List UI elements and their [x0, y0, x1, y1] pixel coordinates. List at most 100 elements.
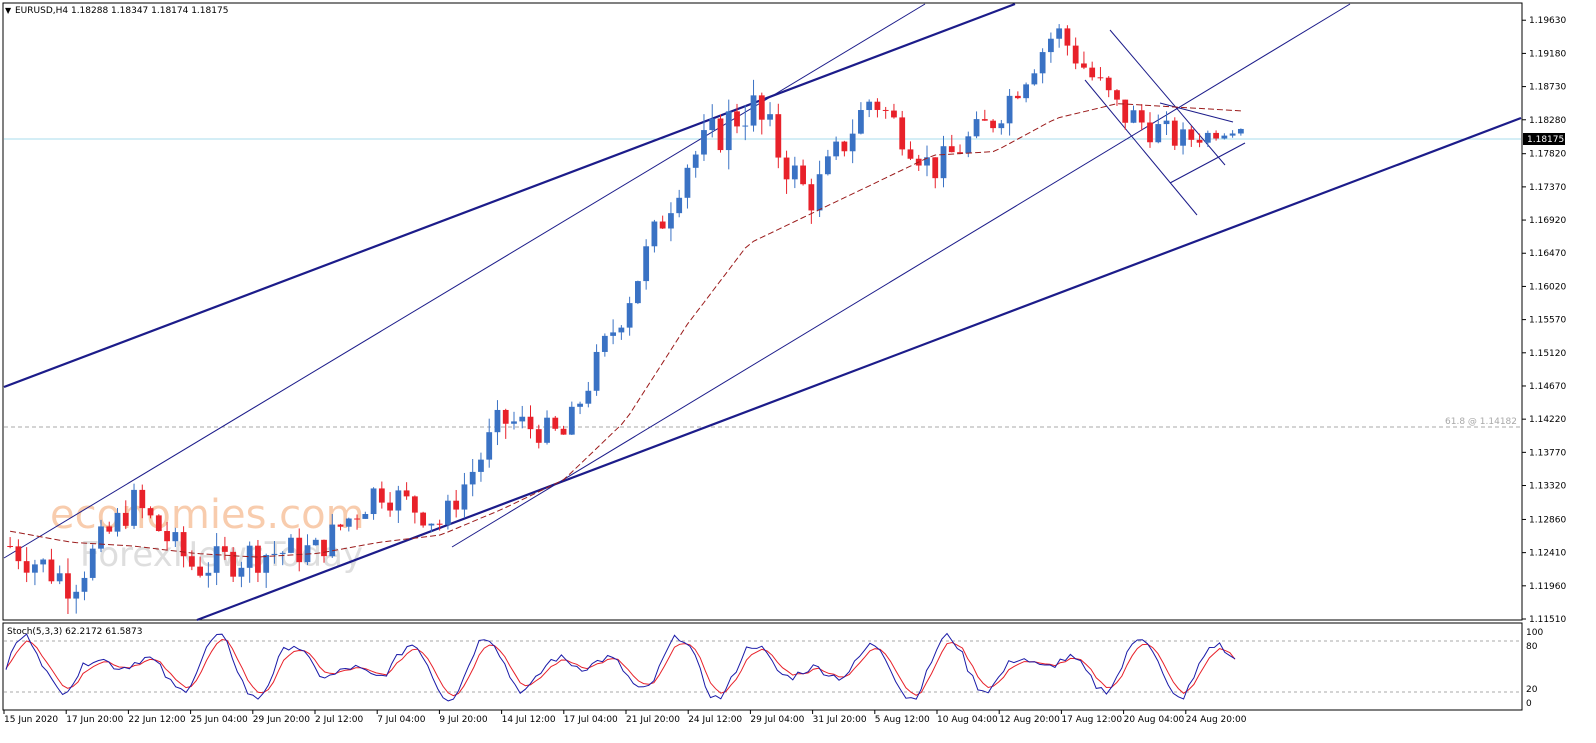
bull-candle — [1023, 84, 1030, 99]
bear-candle — [560, 428, 567, 435]
bull-candle — [89, 548, 96, 578]
price-tick-label: 1.12860 — [1529, 515, 1566, 525]
bear-candle — [7, 545, 14, 547]
bear-candle — [1014, 95, 1021, 99]
bull-candle — [643, 246, 650, 282]
bear-candle — [106, 526, 113, 532]
bull-candle — [329, 524, 336, 557]
bear-candle — [841, 141, 848, 152]
time-tick-label: 5 Aug 12:00 — [875, 715, 930, 725]
bull-candle — [634, 281, 641, 304]
bear-candle — [1188, 129, 1195, 140]
bull-candle — [858, 110, 864, 134]
bear-candle — [535, 429, 542, 443]
bear-candle — [502, 409, 509, 424]
time-tick-label: 2 Jul 12:00 — [315, 715, 364, 725]
symbol-info: EURUSD,H4 1.18288 1.18347 1.18174 1.1817… — [15, 6, 228, 16]
bull-candle — [238, 567, 245, 577]
bear-candle — [874, 101, 881, 110]
bear-candle — [403, 490, 410, 497]
bear-candle — [882, 109, 889, 111]
bear-candle — [420, 512, 427, 526]
bull-candle — [1180, 129, 1186, 146]
main-chart-frame — [2, 2, 1523, 621]
descending-channel-lower — [1084, 79, 1198, 216]
bull-candle — [998, 123, 1005, 129]
bull-candle — [593, 351, 600, 391]
lower-channel-line-thick — [196, 116, 1522, 622]
bear-candle — [378, 488, 385, 503]
bull-candle — [866, 101, 873, 111]
bull-candle — [824, 156, 831, 175]
bear-candle — [907, 149, 914, 159]
dropdown-arrow-icon[interactable]: ▼ — [5, 6, 12, 15]
price-tick-label: 1.11960 — [1529, 582, 1566, 592]
bull-candle — [1130, 110, 1137, 123]
bull-candle — [131, 489, 137, 526]
bull-candle — [965, 136, 972, 154]
bull-candle — [701, 130, 707, 155]
price-tick-label: 1.14220 — [1529, 415, 1566, 425]
stoch-level-label: 100 — [1526, 628, 1543, 638]
bull-candle — [478, 459, 484, 472]
bear-candle — [321, 539, 327, 557]
bear-candle — [155, 515, 162, 532]
stoch-level-label: 0 — [1526, 699, 1532, 709]
bull-candle — [469, 471, 476, 485]
price-tick-label: 1.12410 — [1529, 549, 1566, 559]
time-tick-label: 31 Jul 20:00 — [813, 715, 867, 725]
bull-candle — [742, 125, 749, 127]
bull-candle — [924, 157, 930, 166]
bear-candle — [453, 500, 460, 510]
bear-candle — [981, 119, 988, 121]
time-tick-label: 29 Jun 20:00 — [253, 715, 310, 725]
bear-candle — [717, 118, 724, 151]
bear-candle — [1171, 120, 1178, 146]
bull-candle — [362, 514, 369, 519]
bear-candle — [436, 523, 443, 525]
bull-candle — [1204, 132, 1211, 143]
time-tick-label: 17 Aug 12:00 — [1061, 715, 1122, 725]
price-tick-label: 1.15570 — [1529, 316, 1566, 326]
bull-candle — [271, 553, 278, 556]
bear-candle — [296, 537, 303, 563]
bear-candle — [1114, 90, 1120, 100]
bear-candle — [1122, 99, 1129, 123]
bull-candle — [684, 167, 691, 198]
bull-candle — [461, 484, 468, 510]
bull-candle — [1006, 95, 1013, 124]
bear-candle — [808, 184, 815, 211]
bull-candle — [1056, 28, 1063, 39]
bear-candle — [1097, 77, 1104, 79]
bull-candle — [494, 409, 501, 433]
bull-candle — [767, 114, 773, 120]
time-tick-label: 21 Jul 20:00 — [626, 715, 680, 725]
bear-candle — [957, 152, 963, 154]
time-tick-label: 7 Jul 04:00 — [377, 715, 426, 725]
price-tick-label: 1.17370 — [1529, 183, 1566, 193]
bull-candle — [205, 572, 212, 576]
bull-candle — [626, 303, 633, 328]
time-tick-label: 17 Jun 20:00 — [66, 715, 123, 725]
price-tick-label: 1.18280 — [1529, 116, 1566, 126]
bear-candle — [948, 146, 955, 153]
current-price-tag-label: 1.18175 — [1527, 135, 1564, 145]
time-tick-label: 20 Aug 04:00 — [1124, 715, 1185, 725]
bear-candle — [734, 111, 740, 127]
bear-candle — [758, 95, 765, 120]
price-tick-label: 1.16020 — [1529, 282, 1566, 292]
bull-candle — [692, 154, 699, 168]
time-tick-label: 25 Jun 04:00 — [191, 715, 248, 725]
bear-candle — [775, 114, 782, 158]
bull-candle — [114, 512, 121, 532]
moving-average-line — [10, 103, 1241, 558]
bull-candle — [816, 174, 823, 211]
bull-candle — [709, 118, 716, 131]
bull-candle — [601, 335, 608, 352]
stoch-label: Stoch(5,3,3) 62.2172 61.5873 — [7, 627, 142, 637]
price-tick-label: 1.14670 — [1529, 382, 1566, 392]
price-tick-label: 1.17820 — [1529, 150, 1566, 160]
bear-candle — [15, 546, 22, 562]
bull-candle — [1047, 38, 1054, 53]
bear-candle — [659, 221, 666, 229]
